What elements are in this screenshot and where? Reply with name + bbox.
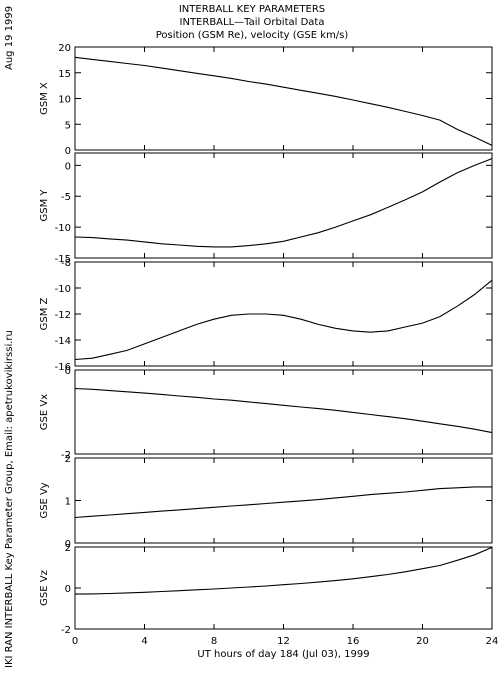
panel-frame bbox=[74, 369, 493, 455]
y-tick-label: -8 bbox=[61, 258, 71, 269]
panel-frame bbox=[74, 261, 493, 367]
y-tick-label: 0 bbox=[65, 161, 71, 172]
x-tick-label: 8 bbox=[211, 636, 217, 647]
y-tick-label: -12 bbox=[55, 310, 71, 321]
y-tick-label: -2 bbox=[61, 450, 71, 461]
series-line bbox=[74, 546, 493, 595]
y-tick-label: -16 bbox=[55, 362, 71, 373]
y-axis-label: GSM Z bbox=[39, 297, 50, 330]
series-line bbox=[74, 56, 493, 146]
y-tick-label: 2 bbox=[65, 543, 71, 554]
x-tick-label: 24 bbox=[486, 636, 499, 647]
title-line-3: Position (GSM Re), velocity (GSE km/s) bbox=[155, 30, 349, 41]
y-tick-label: 0 bbox=[65, 539, 71, 550]
y-tick-label: 20 bbox=[58, 43, 71, 54]
y-tick-label: -2 bbox=[61, 625, 71, 636]
y-tick-label: 2 bbox=[65, 454, 71, 465]
y-tick-label: -15 bbox=[55, 254, 71, 265]
y-tick-label: 0 bbox=[65, 584, 71, 595]
y-tick-label: -5 bbox=[61, 192, 71, 203]
panel-frame bbox=[74, 152, 493, 259]
x-tick-label: 4 bbox=[141, 636, 147, 647]
panel-frame bbox=[74, 457, 493, 544]
series-line bbox=[74, 486, 492, 519]
panel-frame bbox=[74, 546, 493, 630]
y-tick-label: -10 bbox=[55, 223, 71, 234]
y-tick-label: 1 bbox=[65, 497, 71, 508]
y-tick-label: -10 bbox=[55, 284, 71, 295]
y-axis-label: GSE Vy bbox=[39, 482, 50, 518]
x-tick-label: 20 bbox=[416, 636, 429, 647]
series-line bbox=[74, 279, 493, 361]
x-tick-label: 12 bbox=[277, 636, 290, 647]
y-axis-label: GSE Vz bbox=[39, 570, 50, 606]
x-axis-label: UT hours of day 184 (Jul 03), 1999 bbox=[197, 649, 369, 660]
y-tick-label: 10 bbox=[58, 95, 71, 106]
x-tick-label: 16 bbox=[347, 636, 360, 647]
y-tick-label: 5 bbox=[65, 120, 71, 131]
series-line bbox=[74, 387, 493, 434]
y-tick-label: -14 bbox=[55, 336, 71, 347]
series-line bbox=[74, 158, 493, 248]
y-axis-label: GSE Vx bbox=[39, 394, 50, 430]
y-axis-label: GSM Y bbox=[39, 189, 50, 222]
y-tick-label: 0 bbox=[65, 366, 71, 377]
x-tick-label: 0 bbox=[72, 636, 78, 647]
panel-frame bbox=[74, 46, 493, 151]
y-tick-label: 15 bbox=[58, 69, 71, 80]
title-line-1: INTERBALL KEY PARAMETERS bbox=[178, 4, 326, 15]
y-tick-label: 0 bbox=[65, 146, 71, 157]
y-axis-label: GSM X bbox=[39, 82, 50, 115]
title-line-2: INTERBALL—Tail Orbital Data bbox=[179, 17, 325, 28]
